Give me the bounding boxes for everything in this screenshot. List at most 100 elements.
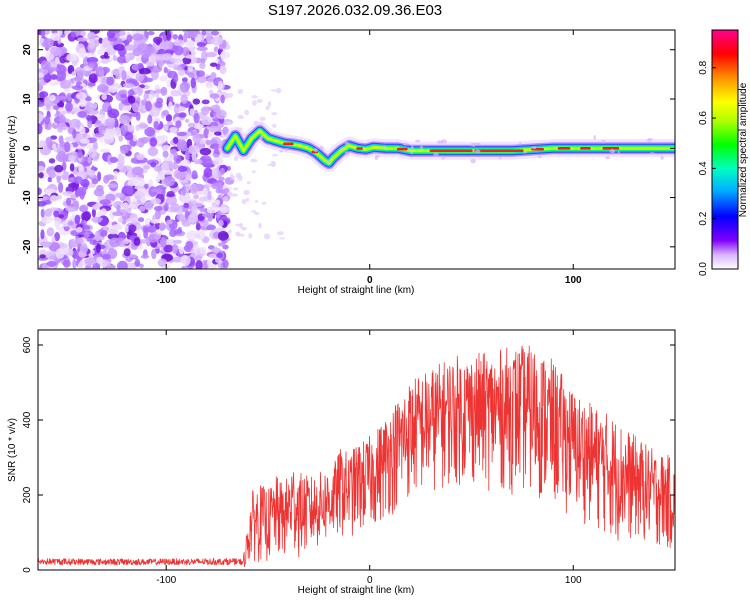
noise-speckle — [107, 183, 119, 188]
noise-speckle — [155, 54, 165, 60]
noise-speckle — [71, 85, 84, 90]
noise-speckle — [40, 241, 52, 247]
ridge-speckle — [519, 141, 522, 145]
noise-speckle — [43, 115, 51, 125]
noise-speckle — [66, 92, 73, 102]
noise-speckle — [157, 258, 168, 267]
spectrogram-y-tick-label: -20 — [22, 239, 33, 254]
noise-speckle — [222, 196, 229, 202]
ridge-speckle — [437, 140, 443, 144]
noise-speckle — [237, 114, 244, 120]
noise-speckle — [190, 77, 196, 89]
noise-speckle — [125, 44, 136, 51]
spectrogram-y-tick-label: 10 — [22, 93, 33, 105]
noise-speckle — [89, 249, 95, 255]
noise-speckle — [205, 51, 218, 58]
ridge-speckle — [279, 150, 283, 153]
ridge-speckle — [375, 154, 380, 158]
noise-speckle — [160, 237, 167, 248]
noise-speckle — [124, 132, 134, 141]
noise-speckle — [211, 167, 219, 178]
noise-speckle — [79, 138, 90, 144]
noise-speckle — [98, 37, 103, 44]
noise-speckle — [219, 167, 225, 176]
noise-speckle — [133, 177, 146, 188]
noise-speckle — [211, 30, 219, 36]
noise-speckle — [72, 258, 77, 269]
noise-speckle — [184, 118, 190, 123]
noise-speckle — [173, 45, 184, 56]
noise-speckle — [58, 182, 64, 194]
noise-speckle — [144, 84, 149, 90]
noise-speckle — [176, 213, 185, 221]
noise-speckle — [191, 204, 198, 215]
noise-speckle — [137, 245, 144, 250]
ridge-speckle — [313, 148, 318, 153]
noise-speckle — [270, 89, 277, 92]
noise-speckle — [106, 76, 114, 86]
noise-speckle — [79, 243, 88, 255]
noise-speckle — [140, 136, 149, 144]
colorbar-tick-label: 0.4 — [698, 161, 709, 175]
noise-speckle — [139, 263, 144, 269]
noise-speckle — [187, 122, 196, 128]
noise-speckle — [152, 36, 163, 44]
ridge-speckle — [646, 139, 652, 142]
noise-speckle — [153, 166, 163, 172]
noise-speckle — [151, 248, 157, 260]
noise-speckle — [267, 101, 272, 107]
spectrogram-y-label: Frequency (Hz) — [7, 116, 18, 185]
noise-speckle — [87, 31, 96, 41]
noise-speckle — [237, 88, 244, 95]
spectrogram-frame — [37, 29, 676, 270]
noise-speckle — [134, 258, 141, 267]
noise-speckle — [211, 36, 224, 46]
noise-speckle — [181, 255, 191, 266]
noise-speckle — [59, 79, 72, 89]
noise-speckle — [151, 188, 164, 193]
noise-speckle — [243, 189, 250, 195]
noise-speckle — [136, 153, 145, 161]
noise-speckle — [275, 88, 282, 94]
noise-speckle — [54, 220, 60, 227]
colorbar-gradient — [712, 30, 738, 269]
noise-speckle — [38, 165, 46, 173]
noise-speckle — [52, 143, 57, 150]
noise-speckle — [100, 148, 111, 153]
noise-speckle — [181, 185, 187, 197]
noise-speckle — [85, 96, 92, 102]
noise-speckle — [265, 106, 270, 111]
noise-speckle — [218, 219, 224, 227]
noise-speckle — [206, 224, 216, 231]
noise-speckle — [55, 42, 65, 48]
noise-speckle — [173, 65, 182, 71]
noise-speckle — [241, 226, 248, 231]
noise-speckle — [54, 164, 64, 173]
noise-speckle — [100, 58, 110, 64]
noise-speckle — [132, 134, 137, 142]
noise-speckle — [162, 170, 174, 175]
ridge-speckle — [403, 142, 409, 146]
noise-speckle — [39, 254, 46, 259]
noise-speckle — [149, 137, 158, 147]
noise-speckle — [38, 172, 44, 179]
noise-speckle — [38, 80, 47, 86]
noise-speckle — [41, 215, 53, 224]
noise-speckle — [138, 205, 146, 212]
noise-speckle — [179, 178, 189, 184]
noise-speckle — [256, 98, 263, 104]
noise-speckle — [195, 229, 206, 241]
noise-speckle — [109, 30, 121, 34]
noise-speckle — [168, 101, 173, 112]
noise-speckle — [137, 62, 144, 69]
ridge-speckle — [259, 135, 263, 140]
noise-speckle — [115, 192, 125, 198]
noise-speckle — [179, 246, 184, 255]
noise-speckle — [272, 123, 277, 128]
noise-speckle — [207, 132, 215, 138]
noise-speckle — [169, 126, 178, 134]
snr-line — [38, 345, 675, 568]
noise-speckle — [251, 100, 257, 106]
